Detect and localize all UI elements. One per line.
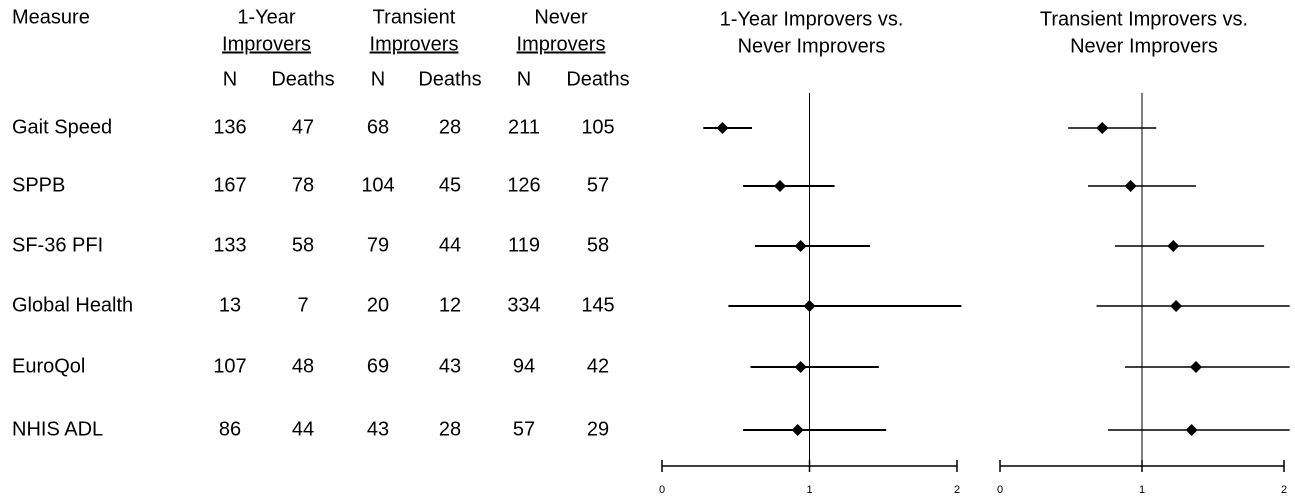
cell: 47: [291, 116, 315, 139]
cell: 104: [361, 174, 395, 197]
group-header: Transient: [372, 6, 456, 29]
cell: 20: [366, 294, 390, 317]
cell: 44: [291, 418, 315, 441]
row-label: Global Health: [12, 294, 134, 317]
cell: 211: [508, 116, 540, 139]
x-tick-label: 1: [1139, 484, 1145, 496]
point-estimate: [803, 300, 816, 312]
cell: 105: [581, 116, 615, 139]
cell: 86: [218, 418, 242, 441]
cell: 107: [213, 355, 247, 378]
cell: 48: [291, 355, 315, 378]
point-estimate: [1185, 424, 1198, 436]
point-estimate: [791, 424, 804, 436]
cell: 69: [366, 355, 390, 378]
group-header: Improvers: [516, 33, 606, 56]
cell: 42: [586, 355, 610, 378]
chart-title: 1-Year Improvers vs.: [719, 8, 904, 31]
cell: 43: [366, 418, 390, 441]
point-estimate: [794, 240, 807, 252]
cell: 44: [438, 234, 462, 257]
sub-header: N: [516, 68, 532, 91]
cell: 145: [581, 294, 615, 317]
cell: 13: [218, 294, 242, 317]
row-label: EuroQol: [12, 355, 86, 378]
cell: 45: [438, 174, 462, 197]
cell: 58: [586, 234, 610, 257]
x-tick-label: 0: [659, 484, 665, 496]
cell: 136: [213, 116, 247, 139]
group-header: 1-Year: [237, 6, 296, 29]
cell: 28: [438, 418, 462, 441]
cell: 7: [297, 294, 309, 317]
chart-title: Never Improvers: [737, 35, 886, 58]
cell: 167: [213, 174, 247, 197]
cell: 133: [213, 234, 247, 257]
cell: 43: [438, 355, 462, 378]
point-estimate: [1189, 361, 1202, 373]
point-estimate: [794, 361, 807, 373]
column-header: Measure: [12, 6, 90, 29]
cell: 12: [438, 294, 462, 317]
group-header: Improvers: [369, 33, 459, 56]
cell: 79: [366, 234, 390, 257]
cell: 57: [586, 174, 610, 197]
cell: 126: [507, 174, 541, 197]
cell: 57: [512, 418, 536, 441]
sub-header: N: [370, 68, 386, 91]
sub-header: Deaths: [418, 68, 482, 91]
point-estimate: [1167, 240, 1180, 252]
cell: 68: [366, 116, 390, 139]
chart-title: Never Improvers: [1070, 35, 1218, 58]
sub-header: Deaths: [566, 68, 630, 91]
x-tick-label: 0: [997, 484, 1003, 496]
cell: 29: [586, 418, 610, 441]
group-header: Improvers: [222, 33, 311, 56]
point-estimate: [1170, 300, 1183, 312]
chart-title: Transient Improvers vs.: [1039, 8, 1249, 31]
row-label: NHIS ADL: [12, 418, 104, 441]
x-tick-label: 2: [1281, 484, 1287, 496]
row-label: Gait Speed: [12, 116, 113, 139]
cell: 58: [291, 234, 315, 257]
sub-header: Deaths: [271, 68, 335, 91]
point-estimate: [716, 122, 729, 134]
group-header: Never: [534, 6, 588, 29]
point-estimate: [774, 180, 786, 192]
cell: 78: [291, 174, 315, 197]
row-label: SF-36 PFI: [12, 234, 104, 257]
row-label: SPPB: [12, 174, 66, 197]
point-estimate: [1096, 122, 1109, 134]
cell: 334: [507, 294, 541, 317]
sub-header: N: [222, 68, 238, 91]
x-tick-label: 2: [954, 484, 960, 496]
cell: 94: [512, 355, 536, 378]
point-estimate: [1124, 180, 1137, 192]
x-tick-label: 1: [806, 484, 812, 496]
cell: 119: [508, 234, 540, 257]
cell: 28: [438, 116, 462, 139]
